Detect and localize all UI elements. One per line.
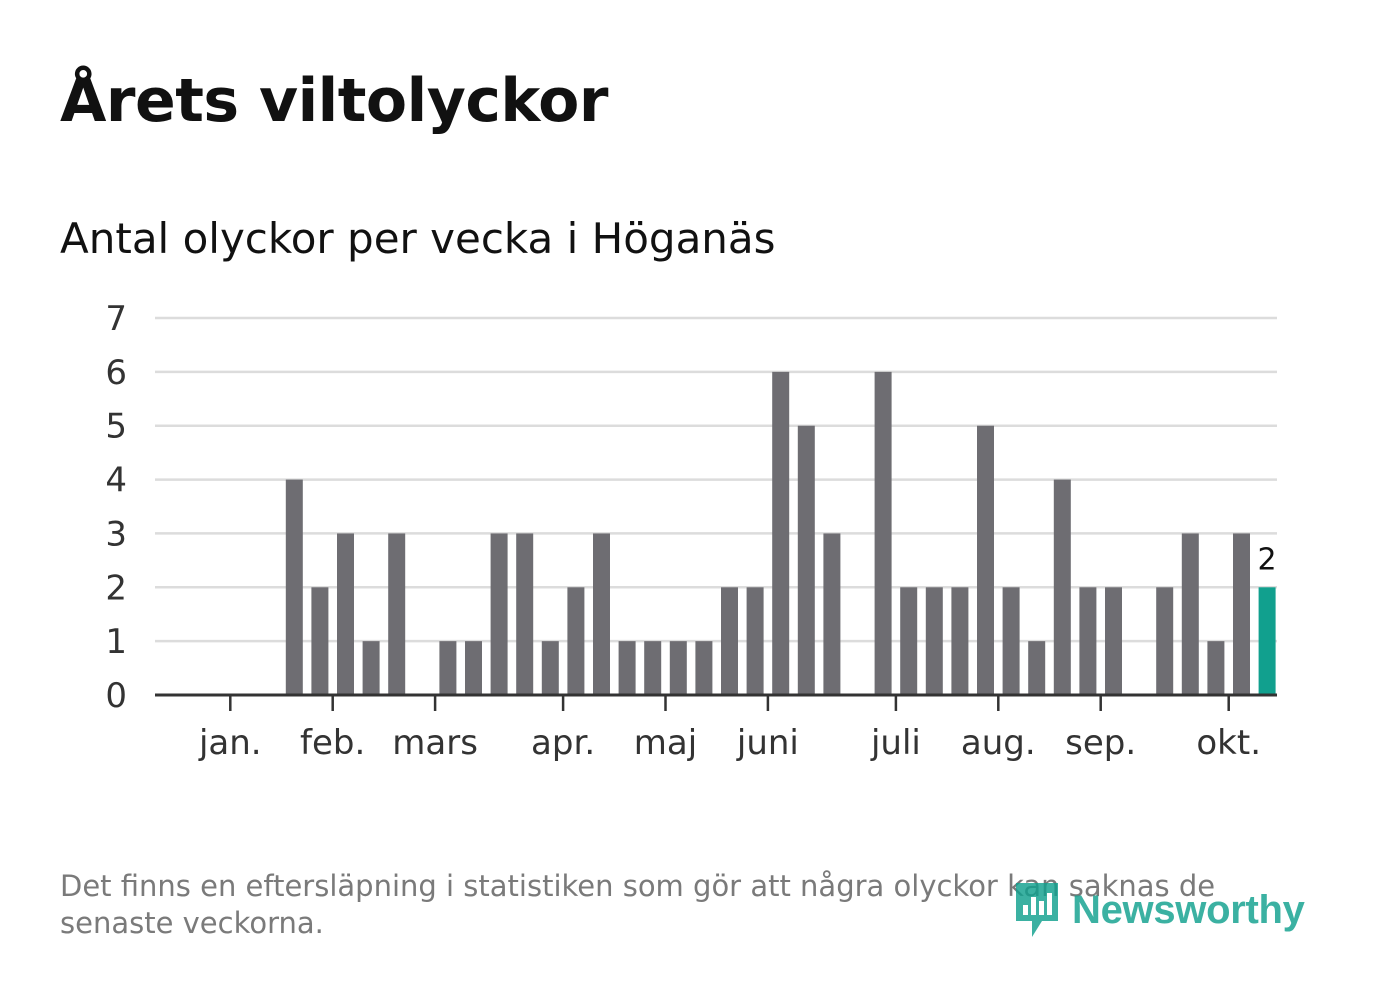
x-tick-label: sep.: [1065, 723, 1136, 763]
y-tick-label: 6: [105, 353, 127, 393]
newsworthy-logo-icon: [1016, 883, 1058, 937]
y-tick-label: 5: [105, 407, 127, 447]
bar: [1207, 641, 1225, 695]
chart-title: Årets viltolyckor: [60, 66, 609, 136]
bar: [644, 641, 662, 695]
bar: [567, 587, 585, 695]
bar: [977, 425, 994, 695]
bar: [362, 641, 380, 695]
x-tick-label: okt.: [1196, 723, 1261, 763]
bar: [797, 425, 815, 695]
bar: [593, 533, 610, 695]
bar: [772, 371, 790, 695]
bar: [1105, 587, 1122, 695]
bar: [1181, 533, 1199, 695]
bar: [337, 533, 354, 695]
x-tick-label: apr.: [531, 723, 595, 763]
bar-highlight: [1258, 587, 1276, 695]
bar: [823, 533, 841, 695]
bar: [1156, 587, 1174, 695]
newsworthy-logo: Newsworthy: [1012, 878, 1305, 942]
bar: [900, 587, 918, 695]
y-tick-label: 3: [105, 514, 127, 554]
bar: [1028, 641, 1046, 695]
x-tick-label: mars: [392, 723, 478, 763]
x-tick-label: aug.: [961, 723, 1036, 763]
bar: [746, 587, 764, 695]
y-tick-label: 0: [105, 676, 127, 716]
bar: [490, 533, 508, 695]
data-label: 2: [1258, 542, 1277, 577]
y-tick-label: 2: [105, 568, 127, 608]
bar: [285, 479, 303, 695]
bar: [1233, 533, 1250, 695]
x-tick-label: maj: [634, 723, 697, 763]
bar: [1079, 587, 1097, 695]
bar: [695, 641, 713, 695]
x-tick-label: juli: [870, 723, 921, 763]
bar: [311, 587, 329, 695]
y-tick-label: 1: [105, 622, 127, 662]
x-tick-label: jan.: [198, 723, 262, 763]
bar: [388, 533, 406, 695]
bar: [1053, 479, 1071, 695]
bar: [1002, 587, 1020, 695]
y-tick-label: 7: [105, 299, 127, 339]
bar: [618, 641, 636, 695]
bar-chart: 0 1 2 3 4 5 6 7 2 jan. feb. mars apr. maj juni juli aug.…: [105, 299, 1277, 763]
chart-subtitle: Antal olyckor per vecka i Höganäs: [60, 214, 776, 263]
y-tick-label: 4: [105, 461, 127, 501]
bar: [669, 641, 687, 695]
bar: [721, 587, 738, 695]
bar: [925, 587, 943, 695]
bar: [541, 641, 559, 695]
bar: [465, 641, 482, 695]
x-tick-label: juni: [736, 723, 799, 763]
newsworthy-logo-text: Newsworthy: [1072, 887, 1305, 932]
bar: [439, 641, 457, 695]
x-tick-label: feb.: [300, 723, 365, 763]
bar: [874, 371, 892, 695]
bar: [951, 587, 969, 695]
bar: [516, 533, 534, 695]
